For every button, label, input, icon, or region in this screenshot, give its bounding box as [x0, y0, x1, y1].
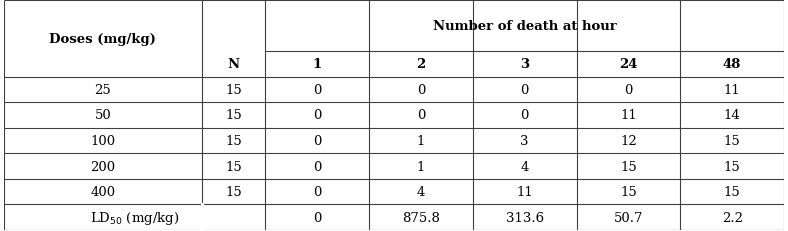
Text: 4: 4 — [521, 160, 529, 173]
Text: 313.6: 313.6 — [506, 211, 544, 224]
Text: 11: 11 — [516, 185, 533, 198]
Text: 4: 4 — [417, 185, 425, 198]
Text: 15: 15 — [225, 185, 242, 198]
Text: 200: 200 — [91, 160, 116, 173]
Text: 1: 1 — [417, 160, 425, 173]
Text: 15: 15 — [724, 160, 741, 173]
Text: 15: 15 — [724, 134, 741, 147]
Text: 0: 0 — [313, 134, 322, 147]
Text: 0: 0 — [624, 84, 633, 97]
Text: 50.7: 50.7 — [614, 211, 643, 224]
Text: 15: 15 — [620, 185, 637, 198]
Text: 875.8: 875.8 — [402, 211, 440, 224]
Text: 3: 3 — [520, 58, 530, 71]
Text: 0: 0 — [313, 160, 322, 173]
Text: 25: 25 — [95, 84, 111, 97]
Text: 15: 15 — [225, 160, 242, 173]
Text: 0: 0 — [313, 109, 322, 122]
Text: 400: 400 — [91, 185, 116, 198]
Text: 1: 1 — [417, 134, 425, 147]
Text: 24: 24 — [619, 58, 637, 71]
Text: 0: 0 — [417, 109, 425, 122]
Text: 14: 14 — [724, 109, 741, 122]
Text: 2: 2 — [416, 58, 426, 71]
Text: 0: 0 — [313, 84, 322, 97]
Text: 15: 15 — [225, 109, 242, 122]
Text: 12: 12 — [620, 134, 637, 147]
Text: 11: 11 — [724, 84, 741, 97]
Text: 0: 0 — [521, 84, 529, 97]
Text: 15: 15 — [724, 185, 741, 198]
Text: 1: 1 — [313, 58, 322, 71]
Text: 3: 3 — [520, 134, 529, 147]
Text: N: N — [228, 58, 240, 71]
Text: 15: 15 — [225, 134, 242, 147]
Text: 48: 48 — [723, 58, 742, 71]
Text: 2.2: 2.2 — [722, 211, 742, 224]
Text: Number of death at hour: Number of death at hour — [433, 20, 616, 33]
Text: 0: 0 — [313, 211, 322, 224]
Text: 50: 50 — [95, 109, 111, 122]
Text: 11: 11 — [620, 109, 637, 122]
Text: Doses (mg/kg): Doses (mg/kg) — [50, 33, 156, 46]
Text: 0: 0 — [313, 185, 322, 198]
Text: 100: 100 — [91, 134, 116, 147]
Text: 0: 0 — [417, 84, 425, 97]
Text: 0: 0 — [521, 109, 529, 122]
Text: 15: 15 — [225, 84, 242, 97]
Text: 15: 15 — [620, 160, 637, 173]
Text: LD$_{50}$ (mg/kg): LD$_{50}$ (mg/kg) — [90, 209, 179, 226]
